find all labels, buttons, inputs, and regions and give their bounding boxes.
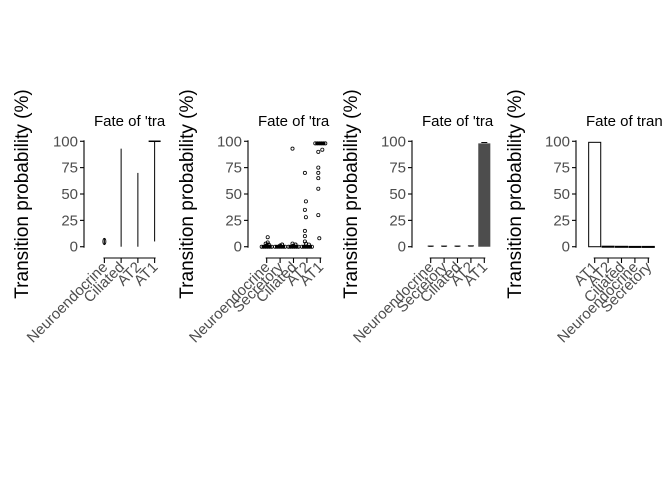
outlier-point <box>316 170 321 175</box>
box-mark <box>288 245 299 249</box>
data-point <box>319 141 324 146</box>
y-tick-label: 0 <box>234 239 242 256</box>
data-point <box>265 244 270 249</box>
y-tick-label: 50 <box>389 186 406 203</box>
violin-body <box>102 237 107 246</box>
data-point <box>263 244 268 249</box>
data-point <box>301 244 306 249</box>
data-point <box>273 244 278 249</box>
y-tick-label: 25 <box>389 212 406 229</box>
outlier-point <box>316 186 321 191</box>
y-tick-label: 75 <box>389 160 406 177</box>
bar <box>601 245 615 248</box>
bar <box>478 143 491 247</box>
panel-4: Fate of tran Transition probability (%) 0 2… <box>505 89 663 346</box>
plot-area <box>427 142 491 247</box>
y-tick-label: 25 <box>61 212 78 229</box>
y-tick-label: 75 <box>61 160 78 177</box>
outlier-point <box>293 242 298 247</box>
outlier-point <box>303 199 308 204</box>
data-point <box>294 244 299 249</box>
y-tick-label: 0 <box>562 239 570 256</box>
panel-2: Fate of 'tra Transition probability (%) 0 2… <box>177 89 330 346</box>
outlier-point <box>320 147 325 152</box>
data-point <box>321 141 326 146</box>
outlier-point <box>280 242 285 247</box>
y-tick-label: 0 <box>398 239 406 256</box>
outlier-point <box>266 242 271 247</box>
outlier-point <box>316 176 321 181</box>
outlier-point <box>302 239 307 244</box>
data-point <box>307 244 312 249</box>
box-mark <box>275 245 286 249</box>
bar <box>588 141 602 248</box>
bar <box>628 245 642 248</box>
data-point <box>323 141 328 146</box>
data-point <box>317 141 322 146</box>
y-tick-label: 50 <box>553 186 570 203</box>
y-axis-label: Transition probability (%) <box>177 89 198 298</box>
outlier-point <box>302 170 307 175</box>
box-mark <box>315 141 326 145</box>
panel-1: Fate of 'tra Transition probability (%) 0 2… <box>12 89 166 346</box>
data-point <box>259 244 264 249</box>
data-point <box>290 244 295 249</box>
data-point <box>267 244 272 249</box>
chart-title: Fate of 'tra <box>94 113 166 130</box>
outlier-point <box>302 234 307 239</box>
plot-area <box>259 141 328 249</box>
y-tick-label: 75 <box>553 160 570 177</box>
data-point <box>288 244 293 249</box>
data-point <box>309 244 314 249</box>
data-point <box>279 244 284 249</box>
data-point <box>292 244 297 249</box>
bar <box>614 245 629 248</box>
y-tick-label: 25 <box>553 212 570 229</box>
outlier-point <box>317 236 322 241</box>
chart-title: Fate of 'tra <box>258 113 330 130</box>
data-point <box>286 244 291 249</box>
y-tick-label: 50 <box>61 186 78 203</box>
y-tick-label: 100 <box>545 133 570 150</box>
data-point <box>305 244 310 249</box>
data-point <box>261 244 266 249</box>
y-tick-label: 100 <box>53 133 78 150</box>
y-tick-label: 25 <box>225 212 242 229</box>
y-axis-label: Transition probability (%) <box>505 89 526 298</box>
outlier-point <box>302 207 307 212</box>
outlier-point <box>316 213 321 218</box>
data-point <box>277 244 282 249</box>
outlier-point <box>316 165 321 170</box>
y-tick-label: 75 <box>225 160 242 177</box>
chart-title: Fate of tran <box>586 113 663 130</box>
box-mark <box>301 245 312 249</box>
data-point <box>275 244 280 249</box>
data-point <box>315 141 320 146</box>
plot-area <box>102 140 161 247</box>
data-point <box>313 141 318 146</box>
outlier-point <box>303 215 308 220</box>
x-tick-label: Neuroendocrine <box>24 259 112 347</box>
y-axis-label: Transition probability (%) <box>341 89 362 298</box>
outlier-point <box>265 235 270 240</box>
panel-3: Fate of 'tra Transition probability (%) 0 2… <box>341 89 494 346</box>
outlier-point <box>290 146 295 151</box>
box-mark <box>261 245 272 249</box>
outlier-point <box>306 242 311 247</box>
chart-title: Fate of 'tra <box>422 113 494 130</box>
data-point <box>299 244 304 249</box>
y-tick-label: 50 <box>225 186 242 203</box>
outlier-point <box>316 149 321 154</box>
data-point <box>303 244 308 249</box>
data-point <box>281 244 286 249</box>
y-tick-label: 100 <box>217 133 242 150</box>
y-tick-label: 0 <box>70 239 78 256</box>
plot-area <box>588 141 655 248</box>
y-tick-label: 100 <box>381 133 406 150</box>
outlier-point <box>302 228 307 233</box>
y-axis-label: Transition probability (%) <box>12 89 33 298</box>
bar <box>641 245 655 248</box>
